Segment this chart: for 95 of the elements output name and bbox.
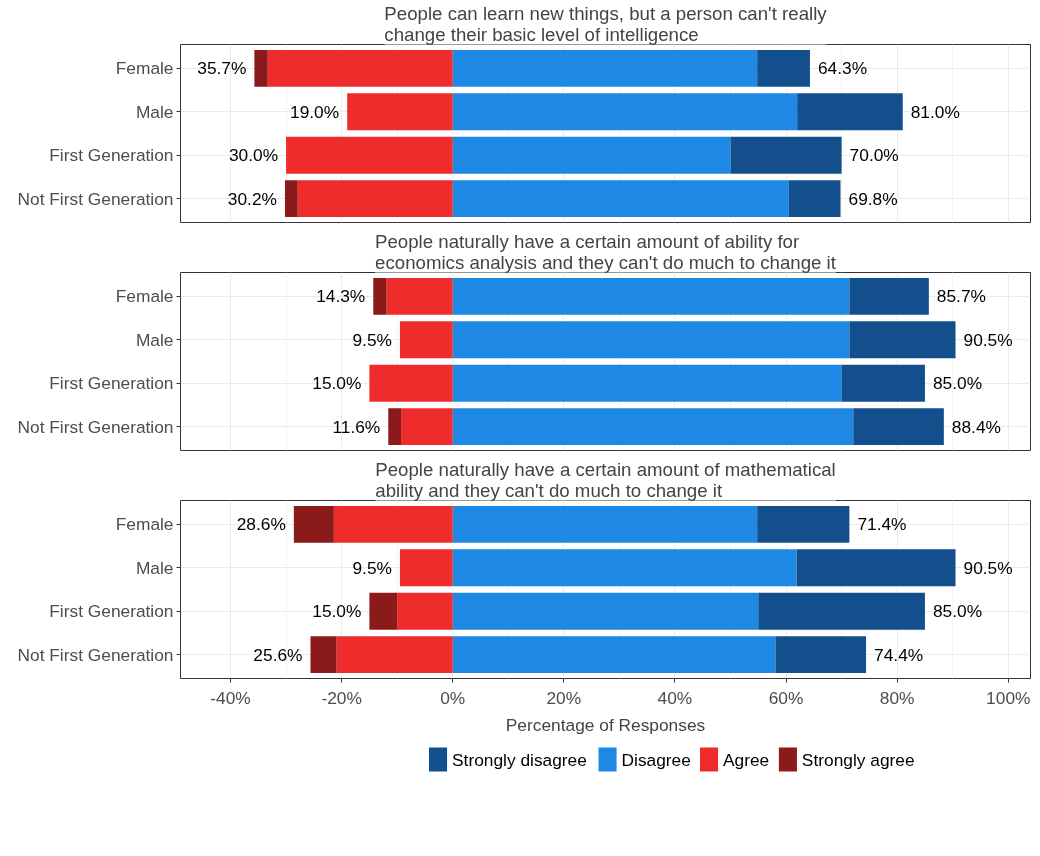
- y-tick-label: Not First Generation: [17, 644, 174, 665]
- bar: [347, 93, 453, 131]
- bar: [297, 180, 453, 218]
- legend-label: Disagree: [621, 749, 691, 770]
- bar: [401, 408, 453, 446]
- annotation: 85.0%: [932, 373, 983, 394]
- x-tick-label: -40%: [210, 687, 251, 708]
- annotation: 11.6%: [332, 416, 381, 437]
- bar: [775, 636, 867, 674]
- y-tick-label: Male: [135, 101, 174, 122]
- y-tick-label: First Generation: [49, 145, 174, 166]
- bar: [373, 277, 387, 315]
- x-axis-title: Percentage of Responses: [505, 714, 706, 735]
- x-tick-label: 40%: [657, 687, 693, 708]
- bar: [757, 49, 810, 87]
- bar: [452, 180, 789, 218]
- bar: [452, 277, 850, 315]
- y-tick-label: First Generation: [49, 373, 174, 394]
- bar: [452, 49, 758, 87]
- y-tick-label: First Generation: [49, 601, 174, 622]
- y-tick-label: Female: [115, 286, 174, 307]
- bar: [267, 49, 453, 87]
- x-tick-label: 0%: [440, 687, 466, 708]
- annotation: 88.4%: [951, 416, 1001, 437]
- annotation: 35.7%: [197, 58, 247, 79]
- chart-title: People naturally have a certain amount of ability for economics analysis and they can't do much to change it: [375, 230, 837, 273]
- annotation: 15.0%: [312, 601, 362, 622]
- annotation: 9.5%: [352, 557, 392, 578]
- bar: [336, 636, 453, 674]
- bar: [796, 549, 956, 587]
- bar: [757, 505, 850, 543]
- bar: [452, 549, 797, 587]
- bar: [284, 180, 298, 218]
- annotation: 69.8%: [848, 188, 898, 209]
- bar: [452, 93, 798, 131]
- annotation: 90.5%: [963, 557, 1013, 578]
- bar: [730, 136, 842, 174]
- y-tick-label: Not First Generation: [17, 416, 174, 437]
- annotation: 25.6%: [253, 644, 303, 665]
- bar: [399, 549, 453, 587]
- bar: [758, 592, 925, 630]
- chart-title: People naturally have a certain amount of mathematical ability and they can't do much to change it: [375, 458, 836, 501]
- annotation: 14.3%: [316, 286, 366, 307]
- annotation: 30.0%: [228, 145, 279, 166]
- bar: [849, 277, 929, 315]
- bar: [399, 321, 453, 359]
- legend-label: Agree: [723, 749, 770, 770]
- bar: [452, 136, 731, 174]
- y-tick-label: Male: [135, 557, 174, 578]
- bar: [397, 592, 453, 630]
- annotation: 74.4%: [874, 644, 924, 665]
- annotation: 9.5%: [352, 329, 392, 350]
- x-tick-label: 100%: [986, 687, 1031, 708]
- bar: [452, 505, 758, 543]
- annotation: 15.0%: [312, 373, 362, 394]
- bar: [788, 180, 841, 218]
- bar: [254, 49, 268, 87]
- bar: [452, 636, 776, 674]
- legend-label: Strongly agree: [801, 749, 915, 770]
- bar: [452, 408, 854, 446]
- annotation: 28.6%: [236, 514, 286, 535]
- chart-title: People can learn new things, but a person can't really change their basic level of intelligence: [384, 2, 828, 45]
- annotation: 85.0%: [932, 601, 983, 622]
- bar: [293, 505, 334, 543]
- annotation: 81.0%: [910, 101, 960, 122]
- y-tick-label: Female: [115, 58, 174, 79]
- bar: [386, 277, 453, 315]
- bar: [369, 592, 398, 630]
- bar: [849, 321, 956, 359]
- y-tick-label: Male: [135, 329, 174, 350]
- annotation: 71.4%: [857, 514, 907, 535]
- x-tick-label: 20%: [546, 687, 582, 708]
- annotation: 70.0%: [849, 145, 899, 166]
- y-tick-label: Not First Generation: [17, 188, 174, 209]
- x-tick-label: 60%: [768, 687, 804, 708]
- bar: [797, 93, 903, 131]
- bar: [841, 364, 925, 402]
- x-tick-label: 80%: [879, 687, 915, 708]
- bar: [853, 408, 944, 446]
- bar: [452, 364, 842, 402]
- annotation: 30.2%: [227, 188, 277, 209]
- bar: [369, 364, 453, 402]
- bar: [310, 636, 337, 674]
- bar: [333, 505, 453, 543]
- bar: [452, 592, 759, 630]
- bar: [286, 136, 453, 174]
- annotation: 90.5%: [963, 329, 1013, 350]
- bar: [452, 321, 850, 359]
- x-tick-label: -20%: [321, 687, 362, 708]
- y-tick-label: Female: [115, 514, 174, 535]
- annotation: 85.7%: [936, 286, 986, 307]
- bar: [388, 408, 402, 446]
- annotation: 64.3%: [817, 58, 868, 79]
- legend-label: Strongly disagree: [452, 749, 587, 770]
- annotation: 19.0%: [290, 101, 340, 122]
